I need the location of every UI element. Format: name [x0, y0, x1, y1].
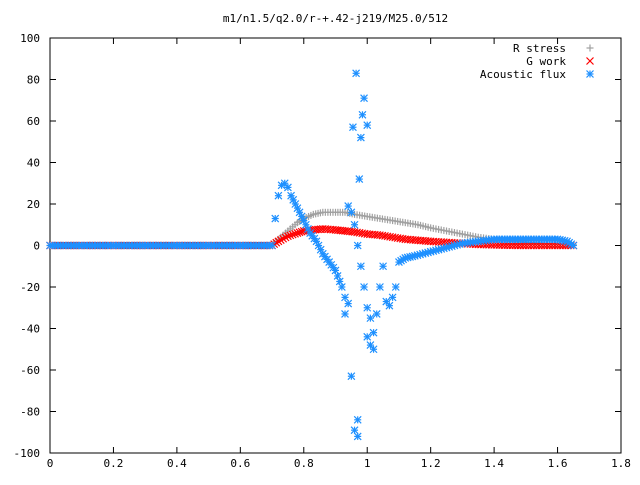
x-tick-label: 0.2	[104, 457, 124, 470]
data-point	[344, 202, 353, 210]
data-point	[388, 293, 397, 302]
chart-title: m1/n1.5/q2.0/r-+.42-j219/M25.0/512	[223, 12, 448, 25]
data-point	[291, 229, 299, 238]
legend-label: G work	[526, 55, 566, 68]
data-point	[349, 123, 357, 132]
legend-marker	[586, 44, 594, 52]
data-marks	[46, 69, 578, 441]
data-point	[268, 241, 276, 250]
data-point	[379, 262, 388, 271]
data-point	[369, 328, 378, 337]
y-tick-label: 40	[27, 157, 40, 170]
legend-marker	[586, 57, 594, 65]
y-tick-label: -20	[20, 281, 40, 294]
data-point	[353, 241, 362, 250]
legend-marker	[586, 70, 594, 78]
x-tick-label: 1.4	[484, 457, 504, 470]
data-point	[347, 208, 356, 217]
data-point	[363, 332, 372, 341]
data-point	[280, 179, 289, 188]
data-point	[360, 283, 368, 291]
data-point	[366, 341, 375, 350]
data-point	[347, 372, 356, 381]
data-point	[295, 228, 304, 237]
y-tick-label: 60	[27, 115, 40, 128]
legend-label: Acoustic flux	[480, 68, 566, 81]
data-point	[391, 283, 400, 291]
data-point	[382, 297, 391, 306]
data-point	[350, 426, 359, 435]
y-tick-label: 80	[27, 74, 40, 87]
data-point	[341, 310, 349, 318]
tick-labels: 0 0.2 0.4 0.6 0.8 1 1.2 1.4 1.6 1.8 100 80 60 40 20 0 -2…	[14, 32, 631, 470]
x-tick-label: 0.4	[167, 457, 187, 470]
x-tick-label: 0.6	[230, 457, 250, 470]
data-point	[288, 230, 297, 239]
data-point	[279, 234, 288, 243]
data-point	[352, 69, 361, 78]
data-point	[385, 301, 394, 310]
x-tick-label: 1.2	[421, 457, 441, 470]
data-point	[286, 231, 295, 240]
y-tick-label: -60	[20, 364, 40, 377]
data-point	[344, 299, 353, 308]
data-point	[337, 283, 346, 291]
y-tick-label: 0	[33, 240, 40, 253]
legend-label: R stress	[513, 42, 566, 55]
data-point	[375, 283, 384, 291]
data-point	[356, 133, 365, 142]
data-point	[358, 110, 367, 119]
data-point	[353, 415, 362, 424]
data-point	[271, 214, 280, 223]
y-tick-label: -40	[20, 323, 40, 336]
y-tick-label: -100	[14, 447, 41, 460]
data-point	[341, 293, 349, 302]
x-tick-label: 1.6	[548, 457, 568, 470]
y-tick-label: 100	[20, 32, 40, 45]
data-point	[369, 345, 378, 354]
data-point	[569, 241, 578, 250]
y-tick-label: -80	[20, 406, 40, 419]
x-tick-label: 0	[47, 457, 54, 470]
data-point	[356, 262, 365, 271]
data-point	[283, 183, 292, 192]
data-point	[276, 236, 285, 244]
x-tick-label: 1.8	[611, 457, 631, 470]
data-point	[363, 121, 372, 130]
data-point	[366, 314, 375, 323]
data-point	[293, 204, 302, 213]
x-tick-label: 0.8	[294, 457, 314, 470]
data-point	[350, 220, 359, 229]
data-point	[363, 303, 372, 312]
series-acoustic-flux	[46, 69, 578, 441]
data-point	[360, 94, 368, 103]
data-point	[274, 237, 283, 246]
data-point	[355, 175, 364, 184]
data-point	[372, 310, 381, 318]
data-point	[281, 233, 290, 242]
data-point	[283, 232, 292, 241]
data-point	[353, 432, 362, 441]
x-tick-label: 1	[364, 457, 371, 470]
y-tick-label: 20	[27, 198, 40, 211]
data-point	[274, 191, 283, 200]
data-point	[293, 229, 302, 237]
